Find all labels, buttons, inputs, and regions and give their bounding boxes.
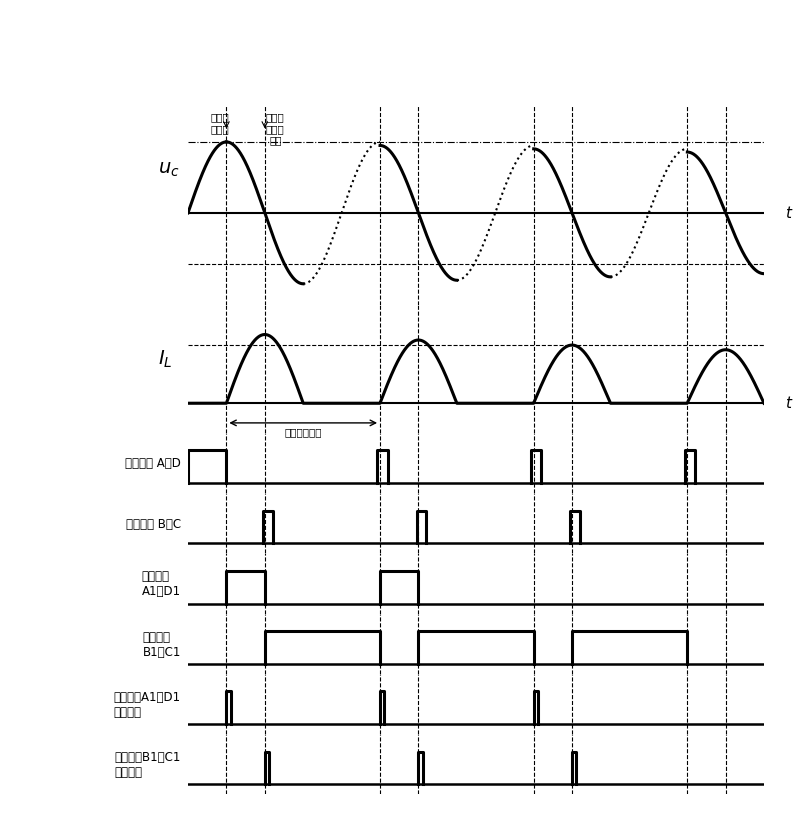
- Text: 放电开关
A1、D1: 放电开关 A1、D1: [142, 571, 181, 599]
- Text: $I_L$: $I_L$: [158, 348, 173, 369]
- Text: 电容电
荷刚好
放完: 电容电 荷刚好 放完: [266, 112, 285, 145]
- Text: 充电开关 A、D: 充电开关 A、D: [125, 457, 181, 470]
- Text: 电容开
始放电: 电容开 始放电: [210, 112, 229, 133]
- Text: 放电开关B1、C1
驱动信号: 放电开关B1、C1 驱动信号: [114, 751, 181, 780]
- Text: $t$: $t$: [785, 396, 794, 411]
- Text: 充电开关 B、C: 充电开关 B、C: [126, 518, 181, 531]
- Text: 放电开关A1、D1
驱动信号: 放电开关A1、D1 驱动信号: [114, 691, 181, 719]
- Text: $u_c$: $u_c$: [158, 161, 180, 179]
- Text: $t$: $t$: [785, 205, 794, 221]
- Text: 放电开关
B1、C1: 放电开关 B1、C1: [142, 631, 181, 658]
- Text: 一个刺激周期: 一个刺激周期: [285, 427, 322, 437]
